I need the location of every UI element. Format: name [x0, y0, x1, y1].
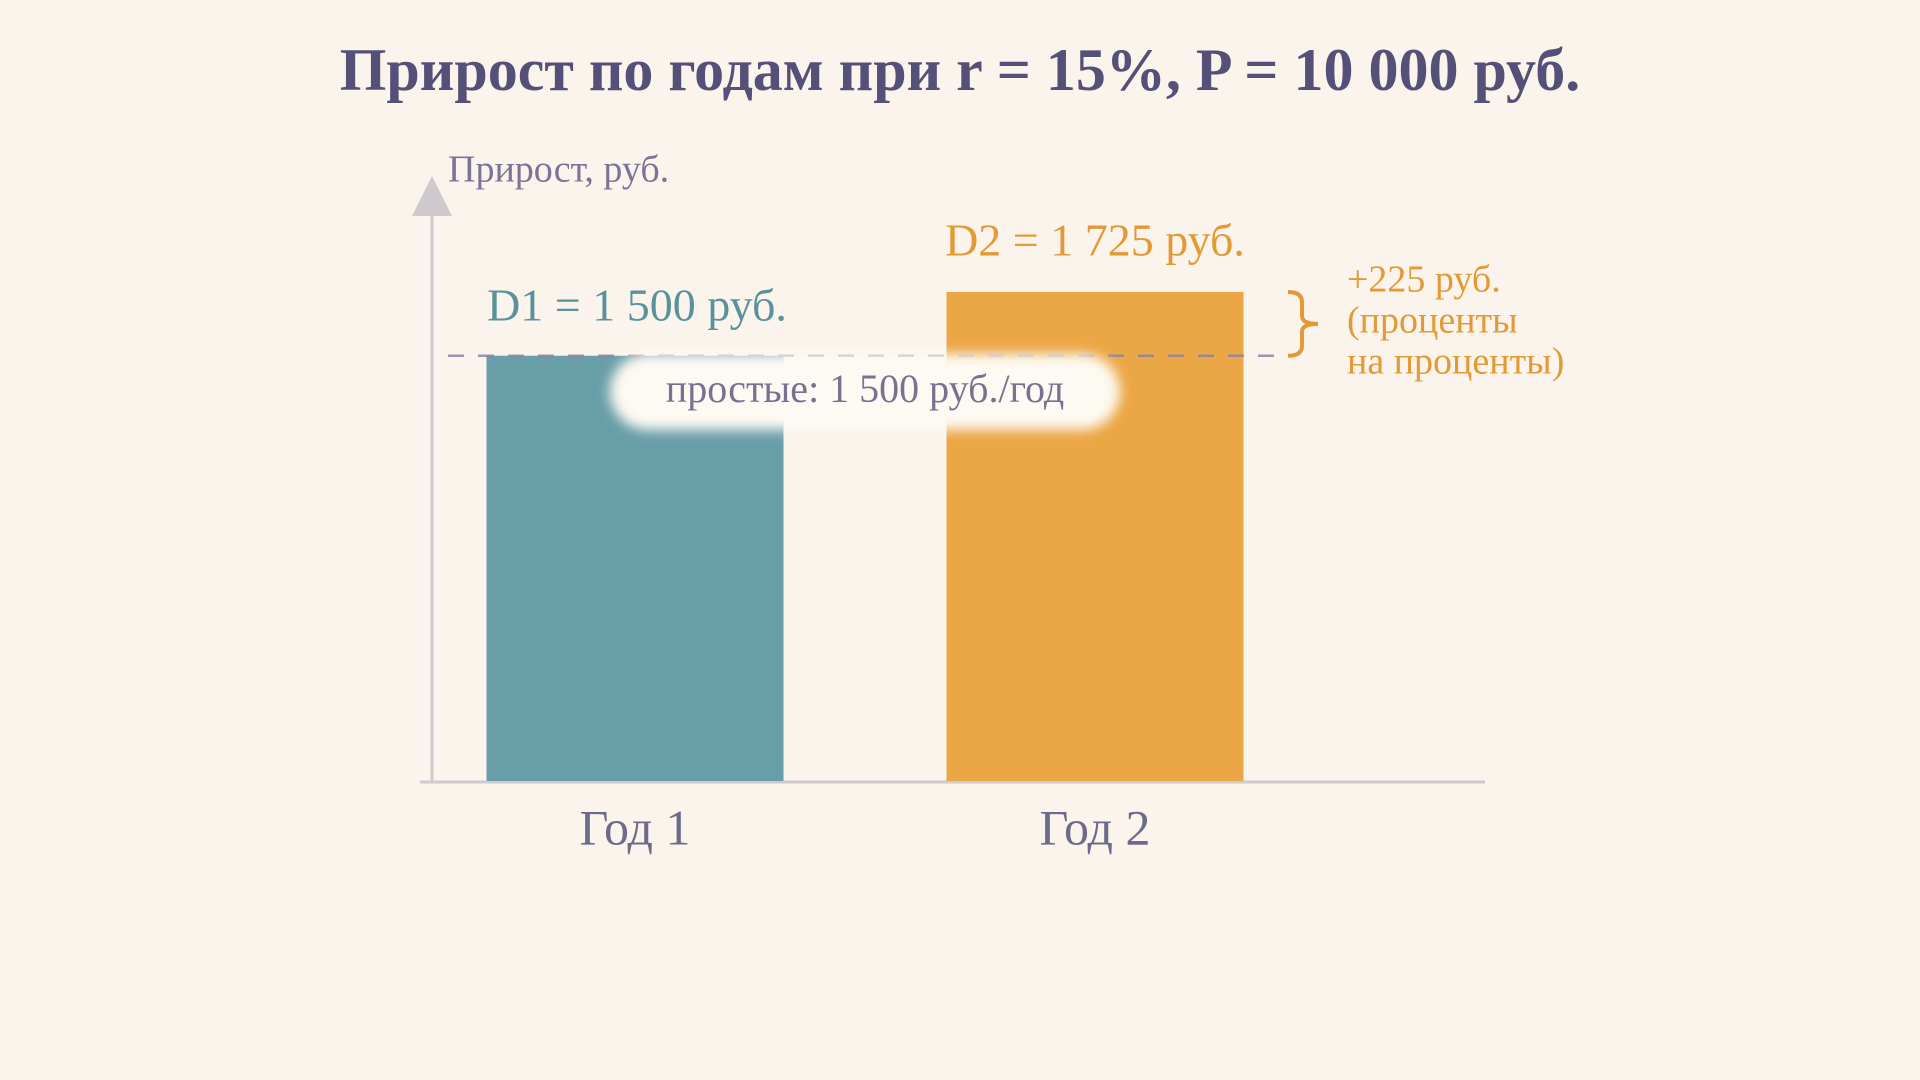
y-axis-arrow	[412, 176, 452, 216]
reference-label-bg	[610, 353, 1120, 430]
value-label: D2 = 1 725 руб.	[945, 215, 1245, 266]
y-axis-label: Прирост, руб.	[448, 149, 669, 191]
x-tick-label: Год 1	[579, 799, 690, 855]
bracket-label: на проценты)	[1347, 341, 1564, 383]
reference-label: простые: 1 500 руб./год	[666, 366, 1064, 411]
value-label: D1 = 1 500 руб.	[487, 280, 787, 331]
x-tick-label: Год 2	[1039, 799, 1150, 855]
bracket-label: +225 руб.	[1347, 259, 1501, 301]
chart-title: Прирост по годам при r = 15%, P = 10 000…	[340, 37, 1580, 103]
bracket	[1287, 289, 1319, 358]
bracket-label: (проценты	[1347, 300, 1518, 342]
